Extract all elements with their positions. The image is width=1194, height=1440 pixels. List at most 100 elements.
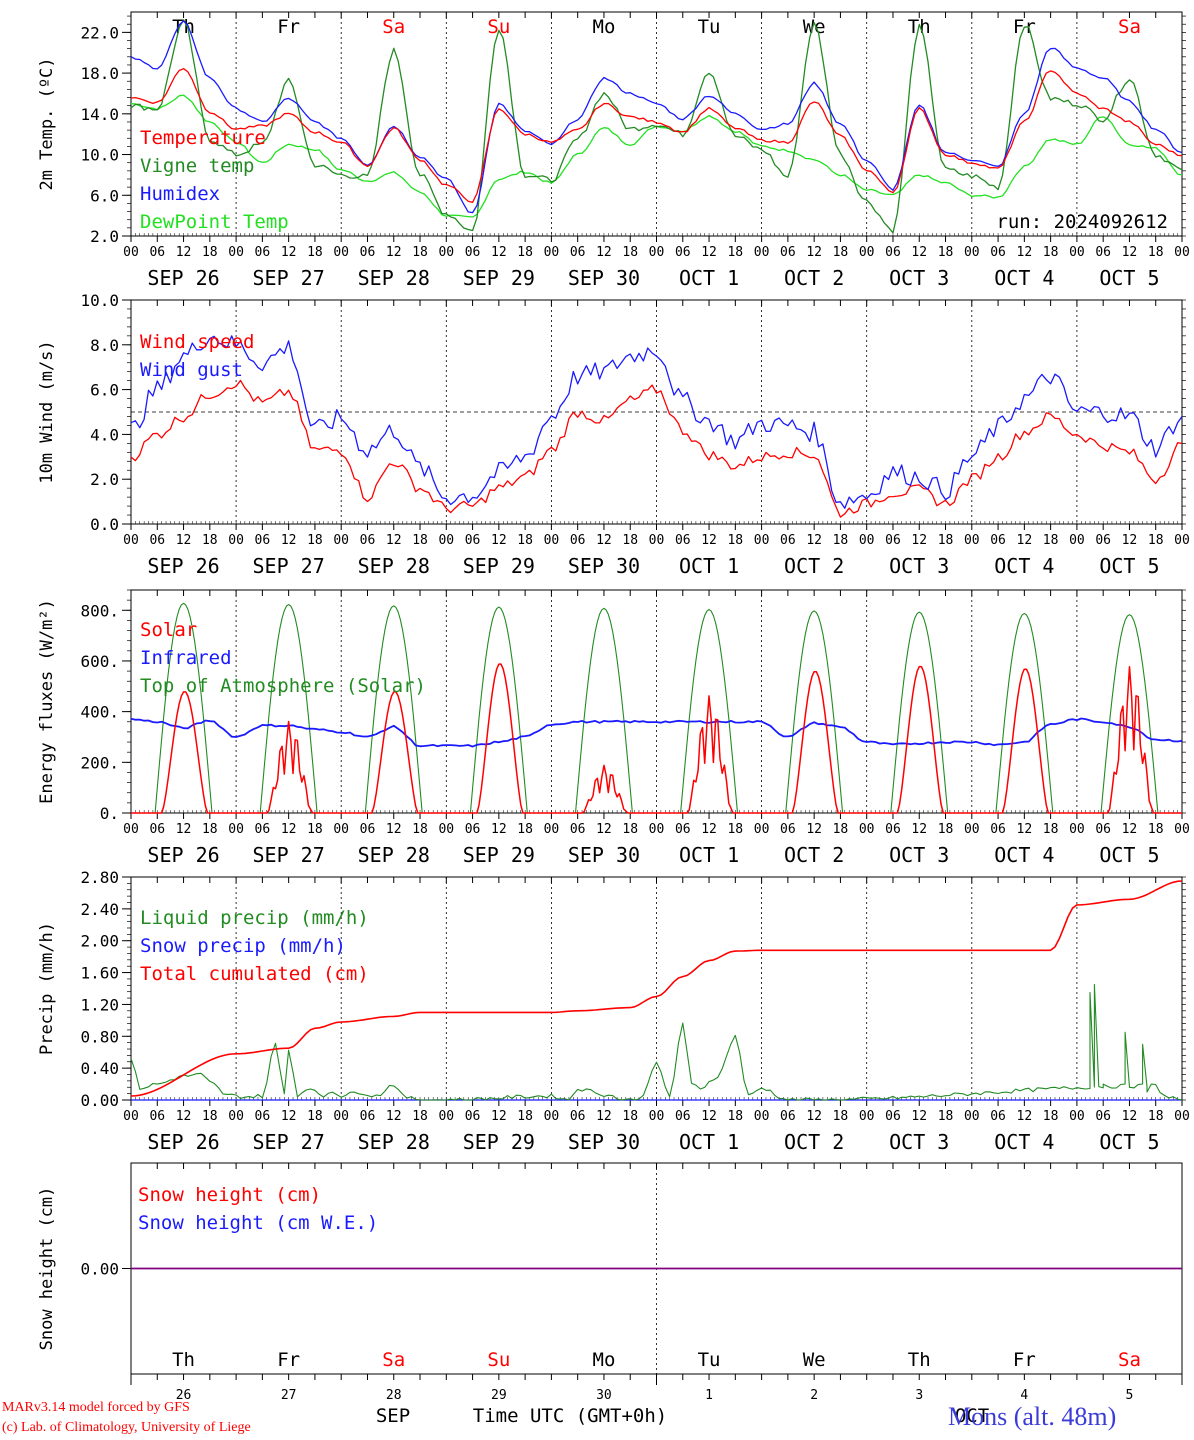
- hour-label: 18: [727, 245, 743, 260]
- weekday-label: Fr: [1013, 1349, 1036, 1371]
- hour-label: 18: [727, 1109, 743, 1124]
- hour-label: 00: [333, 533, 349, 548]
- series-line: [130, 717, 1183, 748]
- y-tick-label: 0.80: [80, 1027, 119, 1046]
- date-label: OCT 4: [994, 1130, 1054, 1154]
- hour-label: 00: [123, 822, 139, 837]
- date-label: OCT 3: [889, 1130, 949, 1154]
- hour-label: 12: [701, 1109, 717, 1124]
- date-label: SEP 29: [463, 1130, 535, 1154]
- date-label: OCT 1: [679, 1130, 739, 1154]
- y-tick-label: 0.: [100, 804, 119, 823]
- weekday-label: Sa: [1118, 16, 1141, 38]
- hour-label: 18: [412, 245, 428, 260]
- hour-label: 06: [675, 822, 691, 837]
- hour-label: 06: [675, 245, 691, 260]
- hour-label: 00: [544, 1109, 560, 1124]
- y-tick-label: 2.40: [80, 900, 119, 919]
- date-label: SEP 30: [568, 266, 640, 290]
- hour-label: 06: [570, 1109, 586, 1124]
- date-label: OCT 1: [679, 266, 739, 290]
- hour-label: 12: [281, 822, 297, 837]
- hour-label: 06: [465, 245, 481, 260]
- hour-label: 12: [1017, 245, 1033, 260]
- hour-label: 12: [806, 245, 822, 260]
- hour-label: 00: [333, 1109, 349, 1124]
- hour-label: 06: [255, 822, 271, 837]
- date-label: SEP 26: [147, 266, 219, 290]
- date-label: SEP 30: [568, 843, 640, 867]
- hour-label: 06: [780, 533, 796, 548]
- legend-entry: Liquid precip (mm/h): [140, 907, 369, 929]
- weekday-label: Su: [487, 16, 510, 38]
- hour-label: 00: [438, 822, 454, 837]
- hour-label: 00: [1174, 533, 1190, 548]
- hour-label: 06: [990, 822, 1006, 837]
- hour-label: 00: [1069, 245, 1085, 260]
- hour-label: 06: [1095, 533, 1111, 548]
- hour-label: 06: [255, 1109, 271, 1124]
- panel-5: 0.00 Snow height (cm) Snow height (cm) Snow…: [37, 1162, 1183, 1427]
- date-label: OCT 1: [679, 843, 739, 867]
- y-tick-label: 0.00: [80, 1260, 119, 1279]
- hour-label: 06: [1095, 822, 1111, 837]
- hour-label: 18: [1043, 245, 1059, 260]
- hour-label: 06: [675, 533, 691, 548]
- hour-label: 12: [1122, 822, 1138, 837]
- hour-label: 12: [701, 245, 717, 260]
- hour-label: 00: [1069, 533, 1085, 548]
- hour-label: 06: [360, 1109, 376, 1124]
- day-number: 2: [810, 1388, 818, 1403]
- hour-label: 12: [1017, 822, 1033, 837]
- hour-label: 18: [622, 245, 638, 260]
- date-label: SEP 27: [253, 843, 325, 867]
- hour-label: 18: [202, 245, 218, 260]
- hour-label: 18: [622, 822, 638, 837]
- hour-label: 18: [727, 533, 743, 548]
- y-tick-label: 6.0: [90, 381, 119, 400]
- hour-label: 18: [517, 822, 533, 837]
- hour-label: 00: [544, 245, 560, 260]
- legend-entry: Wind gust: [140, 359, 243, 381]
- run-annotation: run: 2024092612: [996, 211, 1168, 233]
- hour-label: 06: [1095, 245, 1111, 260]
- weekday-label: Fr: [277, 1349, 300, 1371]
- hour-label: 18: [202, 533, 218, 548]
- hour-label: 12: [911, 533, 927, 548]
- hour-label: 00: [228, 822, 244, 837]
- hour-label: 06: [990, 533, 1006, 548]
- hour-label: 12: [491, 245, 507, 260]
- hour-label: 00: [544, 822, 560, 837]
- weekday-label: Tu: [698, 1349, 721, 1371]
- hour-label: 12: [1017, 533, 1033, 548]
- hour-label: 00: [859, 533, 875, 548]
- series-line: [130, 379, 1183, 518]
- hour-label: 00: [649, 1109, 665, 1124]
- hour-label: 18: [938, 822, 954, 837]
- series-line: [130, 68, 1183, 204]
- hour-label: 18: [412, 822, 428, 837]
- hour-label: 18: [307, 533, 323, 548]
- y-tick-label: 14.0: [80, 105, 119, 124]
- date-label: OCT 5: [1099, 843, 1159, 867]
- hour-label: 06: [885, 245, 901, 260]
- date-label: SEP 26: [147, 554, 219, 578]
- hour-label: 06: [465, 533, 481, 548]
- hour-label: 18: [938, 533, 954, 548]
- hour-label: 12: [911, 1109, 927, 1124]
- date-label: OCT 2: [784, 843, 844, 867]
- hour-label: 12: [1122, 1109, 1138, 1124]
- hour-label: 06: [149, 1109, 165, 1124]
- hour-label: 18: [727, 822, 743, 837]
- hour-label: 18: [202, 1109, 218, 1124]
- date-label: OCT 5: [1099, 554, 1159, 578]
- hour-label: 12: [911, 245, 927, 260]
- hour-label: 00: [228, 1109, 244, 1124]
- hour-label: 12: [176, 1109, 192, 1124]
- credit-model: MARv3.14 model forced by GFS: [2, 1400, 190, 1415]
- date-label: OCT 3: [889, 843, 949, 867]
- hour-label: 06: [885, 533, 901, 548]
- date-label: OCT 4: [994, 266, 1054, 290]
- hour-label: 12: [281, 245, 297, 260]
- hour-label: 18: [938, 1109, 954, 1124]
